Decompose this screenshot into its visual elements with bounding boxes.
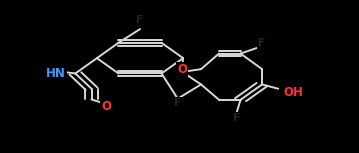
Text: F: F	[174, 97, 181, 108]
Text: O: O	[177, 63, 187, 76]
Text: F: F	[233, 113, 241, 123]
Text: O: O	[101, 100, 111, 113]
Text: OH: OH	[284, 86, 303, 99]
Text: HN: HN	[46, 67, 66, 80]
Text: F: F	[258, 38, 266, 48]
Text: F: F	[136, 15, 144, 25]
